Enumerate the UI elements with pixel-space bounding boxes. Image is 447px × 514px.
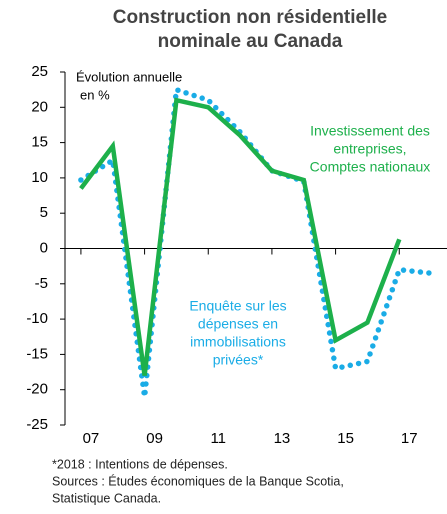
annotation: entreprises,	[333, 141, 406, 157]
footnote: Statistique Canada.	[52, 491, 161, 505]
x-tick-label: 11	[210, 430, 226, 447]
y-tick-label: 20	[31, 98, 48, 115]
y-tick-label: -10	[26, 310, 48, 327]
annotation: Enquête sur les	[189, 298, 286, 314]
y-tick-label: 15	[31, 134, 48, 151]
x-tick-label: 15	[337, 430, 354, 447]
annotation: dépenses en	[198, 316, 278, 332]
series-line	[79, 97, 402, 376]
annotation: immobilisations	[190, 334, 286, 350]
y-tick-label: -20	[26, 381, 48, 398]
y-tick-label: 5	[40, 204, 48, 221]
y-tick-label: 10	[31, 169, 48, 186]
annotation: Investissement des	[310, 123, 430, 139]
x-tick-label: 13	[274, 430, 291, 447]
y-tick-label: 0	[40, 239, 48, 256]
x-tick-label: 17	[401, 430, 418, 447]
annotation: Comptes nationaux	[310, 159, 431, 175]
annotation: privées*	[213, 352, 264, 368]
y-tick-label: -15	[26, 345, 48, 362]
footnote: Sources : Études économiques de la Banqu…	[52, 473, 344, 488]
footnote: *2018 : Intentions de dépenses.	[52, 457, 228, 471]
chart-subtitle: nominale au Canada	[158, 31, 343, 52]
y-axis-label: en %	[80, 87, 110, 102]
x-tick-label: 09	[146, 430, 163, 447]
y-tick-label: -25	[26, 416, 48, 433]
x-tick-label: 07	[83, 430, 100, 447]
y-tick-label: 25	[31, 63, 48, 80]
y-tick-label: -5	[35, 275, 48, 292]
y-axis-label: Évolution annuelle	[76, 69, 182, 84]
chart-title: Construction non résidentielle	[113, 7, 387, 28]
